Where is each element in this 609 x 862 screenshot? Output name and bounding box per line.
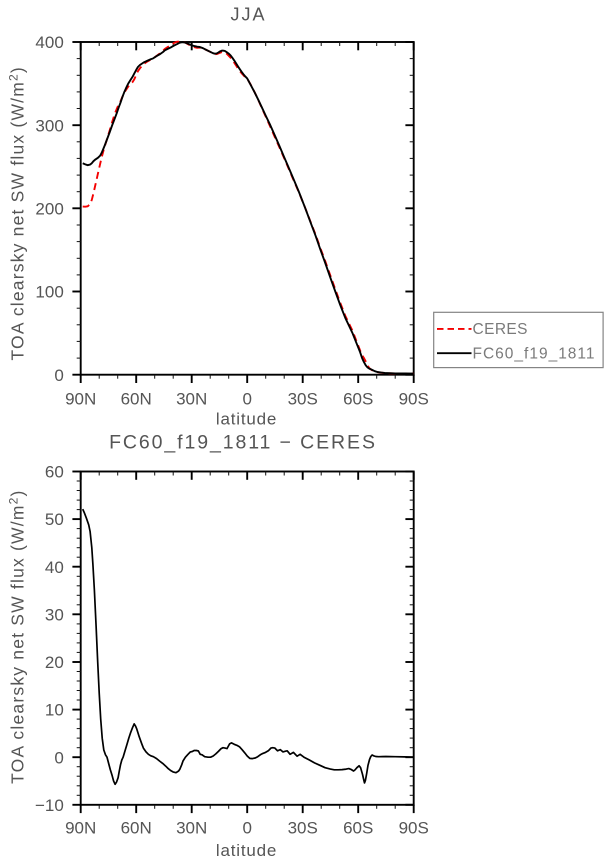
svg-text:50: 50 — [45, 510, 64, 529]
svg-text:30: 30 — [45, 605, 64, 624]
svg-text:10: 10 — [45, 701, 64, 720]
svg-text:90S: 90S — [399, 819, 429, 838]
svg-text:0: 0 — [54, 366, 63, 385]
svg-text:0: 0 — [242, 390, 251, 409]
svg-text:JJA: JJA — [230, 5, 266, 25]
svg-text:400: 400 — [35, 33, 63, 52]
svg-text:40: 40 — [45, 558, 64, 577]
svg-text:latitude: latitude — [216, 841, 277, 860]
svg-text:20: 20 — [45, 653, 64, 672]
svg-text:60N: 60N — [121, 819, 152, 838]
svg-text:30N: 30N — [176, 390, 207, 409]
svg-text:30S: 30S — [288, 390, 318, 409]
svg-text:90N: 90N — [65, 390, 96, 409]
svg-text:TOA clearsky net SW flux (W/m2: TOA clearsky net SW flux (W/m2) — [7, 489, 28, 783]
svg-text:latitude: latitude — [216, 410, 277, 429]
svg-text:FC60_f19_1811 − CERES: FC60_f19_1811 − CERES — [109, 432, 377, 454]
svg-text:60: 60 — [45, 463, 64, 482]
svg-text:90S: 90S — [399, 390, 429, 409]
svg-text:90N: 90N — [65, 819, 96, 838]
svg-text:−10: −10 — [35, 796, 64, 815]
svg-text:200: 200 — [35, 199, 63, 218]
svg-text:TOA clearsky net SW flux (W/m2: TOA clearsky net SW flux (W/m2) — [7, 66, 28, 360]
svg-text:60N: 60N — [121, 390, 152, 409]
svg-text:0: 0 — [242, 819, 251, 838]
svg-text:60S: 60S — [343, 819, 373, 838]
svg-text:FC60_f19_1811: FC60_f19_1811 — [473, 345, 596, 362]
svg-text:0: 0 — [54, 748, 63, 767]
svg-text:30S: 30S — [288, 819, 318, 838]
svg-text:CERES: CERES — [473, 321, 528, 338]
svg-text:60S: 60S — [343, 390, 373, 409]
svg-text:30N: 30N — [176, 819, 207, 838]
svg-text:300: 300 — [35, 116, 63, 135]
svg-text:100: 100 — [35, 283, 63, 302]
